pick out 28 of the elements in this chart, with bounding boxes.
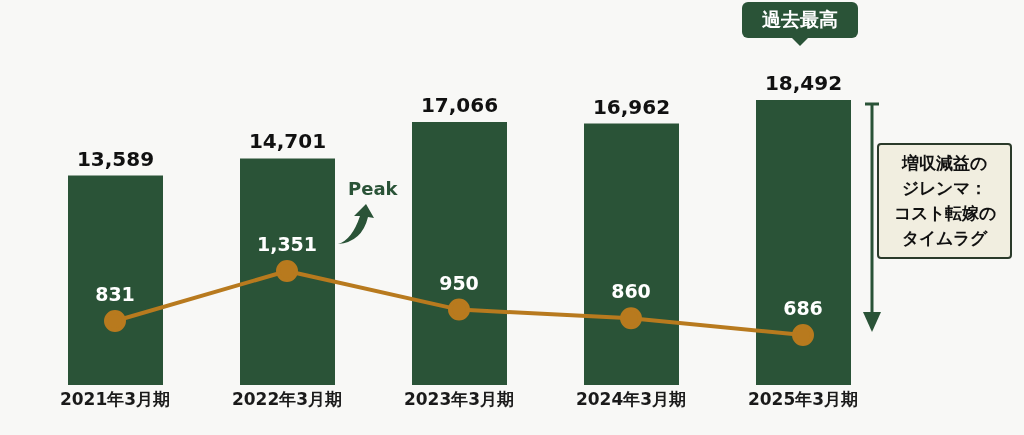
data-label: 686 (783, 297, 823, 319)
bar (584, 123, 679, 385)
data-label: 831 (95, 283, 135, 306)
point (448, 298, 470, 321)
data-label: 18,492 (764, 71, 843, 95)
x-tick-label: 2021年3月期 (59, 389, 171, 410)
point (276, 260, 298, 282)
data-label: 17,066 (420, 92, 499, 117)
bar (68, 175, 163, 385)
x-tick-label: 2025年3月期 (747, 389, 859, 410)
bar (756, 100, 851, 385)
bar (240, 158, 335, 385)
point (792, 324, 814, 346)
text: 増収減益のジレンマ：コスト転嫁のタイムラグ (877, 143, 1012, 259)
x-tick-label: 2022年3月期 (231, 389, 343, 410)
data-label: 1,351 (256, 233, 318, 255)
point (620, 307, 642, 330)
data-label: 950 (439, 271, 479, 294)
point (104, 310, 126, 333)
x-tick-label: 2024年3月期 (575, 389, 687, 410)
data-label: 860 (611, 280, 651, 303)
bar (412, 121, 507, 385)
text: 過去最高 (742, 2, 858, 38)
data-label: 16,962 (592, 94, 671, 119)
x-tick-label: 2023年3月期 (403, 389, 515, 410)
data-label: 14,701 (248, 129, 327, 154)
annotation: Peak (348, 178, 398, 199)
data-label: 13,589 (76, 146, 155, 171)
